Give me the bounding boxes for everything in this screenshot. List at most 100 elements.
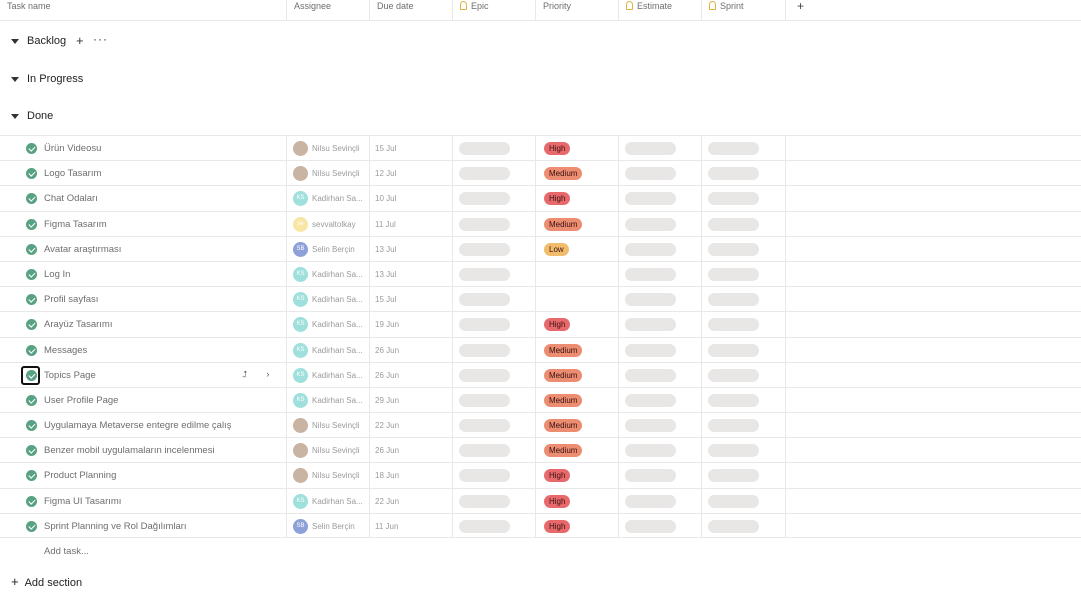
avatar[interactable]: SB: [293, 518, 308, 534]
avatar[interactable]: KS: [293, 367, 308, 383]
assignee-name[interactable]: Selin Berçin: [312, 521, 355, 531]
task-name[interactable]: Benzer mobil uygulamaların incelenmesi: [44, 445, 215, 457]
table-row[interactable]: User Profile Page KS Kadirhan Sa... 29 Jun M…: [0, 386, 1081, 413]
sprint-field[interactable]: [708, 444, 759, 458]
complete-checkmark-icon[interactable]: [26, 268, 37, 280]
table-row[interactable]: Product Planning Nilsu Sevinçli 18 Jun High: [0, 462, 1081, 488]
sprint-field[interactable]: [708, 192, 759, 206]
more-options-icon[interactable]: ···: [93, 32, 108, 46]
sprint-field[interactable]: [708, 217, 759, 231]
priority-badge[interactable]: High: [544, 469, 571, 483]
complete-checkmark-icon[interactable]: [26, 243, 37, 255]
epic-field[interactable]: [459, 318, 510, 332]
priority-badge[interactable]: Medium: [544, 368, 583, 382]
table-row[interactable]: Arayüz Tasarımı KS Kadirhan Sa... 19 Jun Hig…: [0, 311, 1081, 337]
epic-field[interactable]: [459, 393, 510, 407]
complete-checkmark-icon[interactable]: [26, 394, 37, 406]
priority-badge[interactable]: Medium: [544, 419, 583, 433]
task-name[interactable]: Ürün Videosu: [44, 143, 102, 154]
task-name[interactable]: Messages: [44, 344, 88, 356]
due-date[interactable]: 13 Jul: [375, 269, 397, 279]
priority-badge[interactable]: Medium: [544, 167, 583, 181]
assignee-name[interactable]: Nilsu Sevinçli: [312, 421, 360, 431]
estimate-field[interactable]: [625, 419, 676, 433]
estimate-field[interactable]: [625, 393, 676, 407]
table-row[interactable]: Log In KS Kadirhan Sa... 13 Jul: [0, 260, 1081, 287]
avatar[interactable]: KS: [293, 392, 308, 408]
complete-checkmark-icon[interactable]: [26, 193, 37, 205]
due-date[interactable]: 26 Jun: [375, 370, 400, 380]
epic-field[interactable]: [459, 142, 510, 155]
priority-badge[interactable]: High: [544, 318, 571, 332]
table-row[interactable]: Avatar araştırması SB Selin Berçin 13 Jul Lo…: [0, 235, 1081, 261]
due-date[interactable]: 15 Jul: [375, 144, 397, 153]
assignee-name[interactable]: Nilsu Sevinçli: [312, 169, 360, 179]
avatar[interactable]: se: [293, 216, 308, 232]
estimate-field[interactable]: [625, 494, 676, 508]
table-row[interactable]: Uygulamaya Metaverse entegre edilme çalı…: [0, 412, 1081, 438]
complete-checkmark-icon[interactable]: [26, 495, 37, 507]
due-date[interactable]: 15 Jul: [375, 295, 397, 305]
avatar[interactable]: KS: [293, 266, 308, 282]
task-name[interactable]: Avatar araştırması: [44, 243, 122, 255]
assignee-name[interactable]: sevvaltolkay: [312, 219, 356, 229]
assignee-name[interactable]: Kadirhan Sa...: [312, 395, 363, 405]
caret-down-icon[interactable]: [11, 77, 19, 82]
avatar[interactable]: [293, 141, 308, 156]
section-title[interactable]: Backlog: [27, 35, 67, 47]
sprint-field[interactable]: [708, 343, 759, 357]
avatar[interactable]: KS: [293, 342, 308, 358]
table-row[interactable]: Figma Tasarım se sevvaltolkay 11 Jul Medium: [0, 210, 1081, 236]
assignee-name[interactable]: Kadirhan Sa...: [312, 269, 363, 279]
table-row[interactable]: Messages KS Kadirhan Sa... 26 Jun Medium: [0, 336, 1081, 362]
priority-badge[interactable]: Medium: [544, 444, 583, 458]
epic-field[interactable]: [459, 419, 510, 433]
caret-down-icon[interactable]: [11, 114, 19, 119]
due-date[interactable]: 26 Jun: [375, 446, 400, 456]
avatar[interactable]: [293, 418, 308, 434]
complete-checkmark-icon[interactable]: [26, 369, 37, 381]
epic-field[interactable]: [459, 444, 510, 458]
estimate-field[interactable]: [625, 192, 676, 206]
table-row[interactable]: Chat Odaları KS Kadirhan Sa... 10 Jul High: [0, 185, 1081, 211]
table-row[interactable]: Ürün Videosu Nilsu Sevinçli 15 Jul High: [0, 135, 1081, 161]
table-row[interactable]: Topics Page ⮥ › KS Kadirhan Sa... 26 Jun Mediu…: [0, 361, 1081, 387]
complete-checkmark-icon[interactable]: [26, 445, 37, 457]
epic-field[interactable]: [459, 192, 510, 206]
add-task-button[interactable]: Add task...: [44, 546, 89, 557]
epic-field[interactable]: [459, 368, 510, 382]
task-name[interactable]: Topics Page: [44, 369, 96, 381]
due-date[interactable]: 26 Jun: [375, 345, 400, 355]
sprint-field[interactable]: [708, 267, 759, 281]
column-header-task-name[interactable]: Task name: [7, 1, 51, 11]
estimate-field[interactable]: [625, 318, 676, 332]
due-date[interactable]: 13 Jul: [375, 244, 397, 254]
priority-badge[interactable]: Medium: [544, 393, 583, 407]
due-date[interactable]: 19 Jun: [375, 320, 400, 330]
section-title[interactable]: Done: [27, 110, 54, 122]
add-task-icon[interactable]: +: [76, 33, 84, 48]
column-header-due-date[interactable]: Due date: [369, 0, 453, 20]
epic-field[interactable]: [459, 519, 510, 533]
estimate-field[interactable]: [625, 469, 676, 483]
due-date[interactable]: 11 Jul: [375, 219, 396, 229]
sprint-field[interactable]: [708, 368, 759, 382]
estimate-field[interactable]: [625, 267, 676, 281]
avatar[interactable]: [293, 443, 308, 459]
task-name[interactable]: User Profile Page: [44, 394, 119, 406]
priority-badge[interactable]: Medium: [544, 217, 583, 231]
table-row[interactable]: Figma UI Tasarımı KS Kadirhan Sa... 22 Jun H…: [0, 487, 1081, 513]
estimate-field[interactable]: [625, 142, 676, 155]
table-row[interactable]: Sprint Planning ve Rol Dağılımları SB Seli…: [0, 512, 1081, 538]
section-title[interactable]: In Progress: [27, 73, 84, 85]
complete-checkmark-icon[interactable]: [26, 168, 37, 180]
column-header-epic[interactable]: Epic: [452, 0, 536, 20]
assignee-name[interactable]: Kadirhan Sa...: [312, 320, 363, 330]
sprint-field[interactable]: [708, 419, 759, 433]
task-name[interactable]: Product Planning: [44, 470, 117, 482]
priority-badge[interactable]: Medium: [544, 343, 583, 357]
sprint-field[interactable]: [708, 519, 759, 533]
column-header-priority[interactable]: Priority: [535, 0, 619, 20]
complete-checkmark-icon[interactable]: [26, 218, 37, 230]
epic-field[interactable]: [459, 469, 510, 483]
